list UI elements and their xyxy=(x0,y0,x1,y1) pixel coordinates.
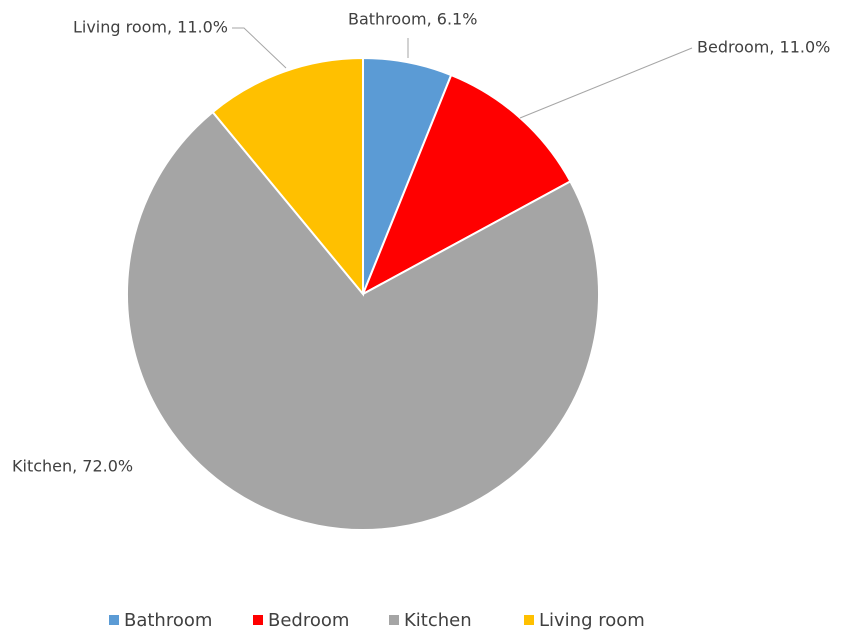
legend-swatch xyxy=(109,615,119,625)
data-label: Bathroom, 6.1% xyxy=(348,10,477,29)
legend-label: Bathroom xyxy=(124,610,212,631)
legend-label: Bedroom xyxy=(268,610,349,631)
legend-label: Living room xyxy=(539,610,645,631)
legend-swatch xyxy=(253,615,263,625)
data-label: Living room, 11.0% xyxy=(73,18,228,37)
pie-slice xyxy=(126,110,600,531)
data-label: Bedroom, 11.0% xyxy=(697,38,830,57)
legend-swatch xyxy=(389,615,399,625)
pie-slice xyxy=(211,56,364,297)
data-label: Kitchen, 72.0% xyxy=(12,457,133,476)
leader-line xyxy=(519,47,693,119)
leader-line xyxy=(232,27,287,69)
legend-swatch xyxy=(524,615,534,625)
legend-label: Kitchen xyxy=(404,610,472,631)
